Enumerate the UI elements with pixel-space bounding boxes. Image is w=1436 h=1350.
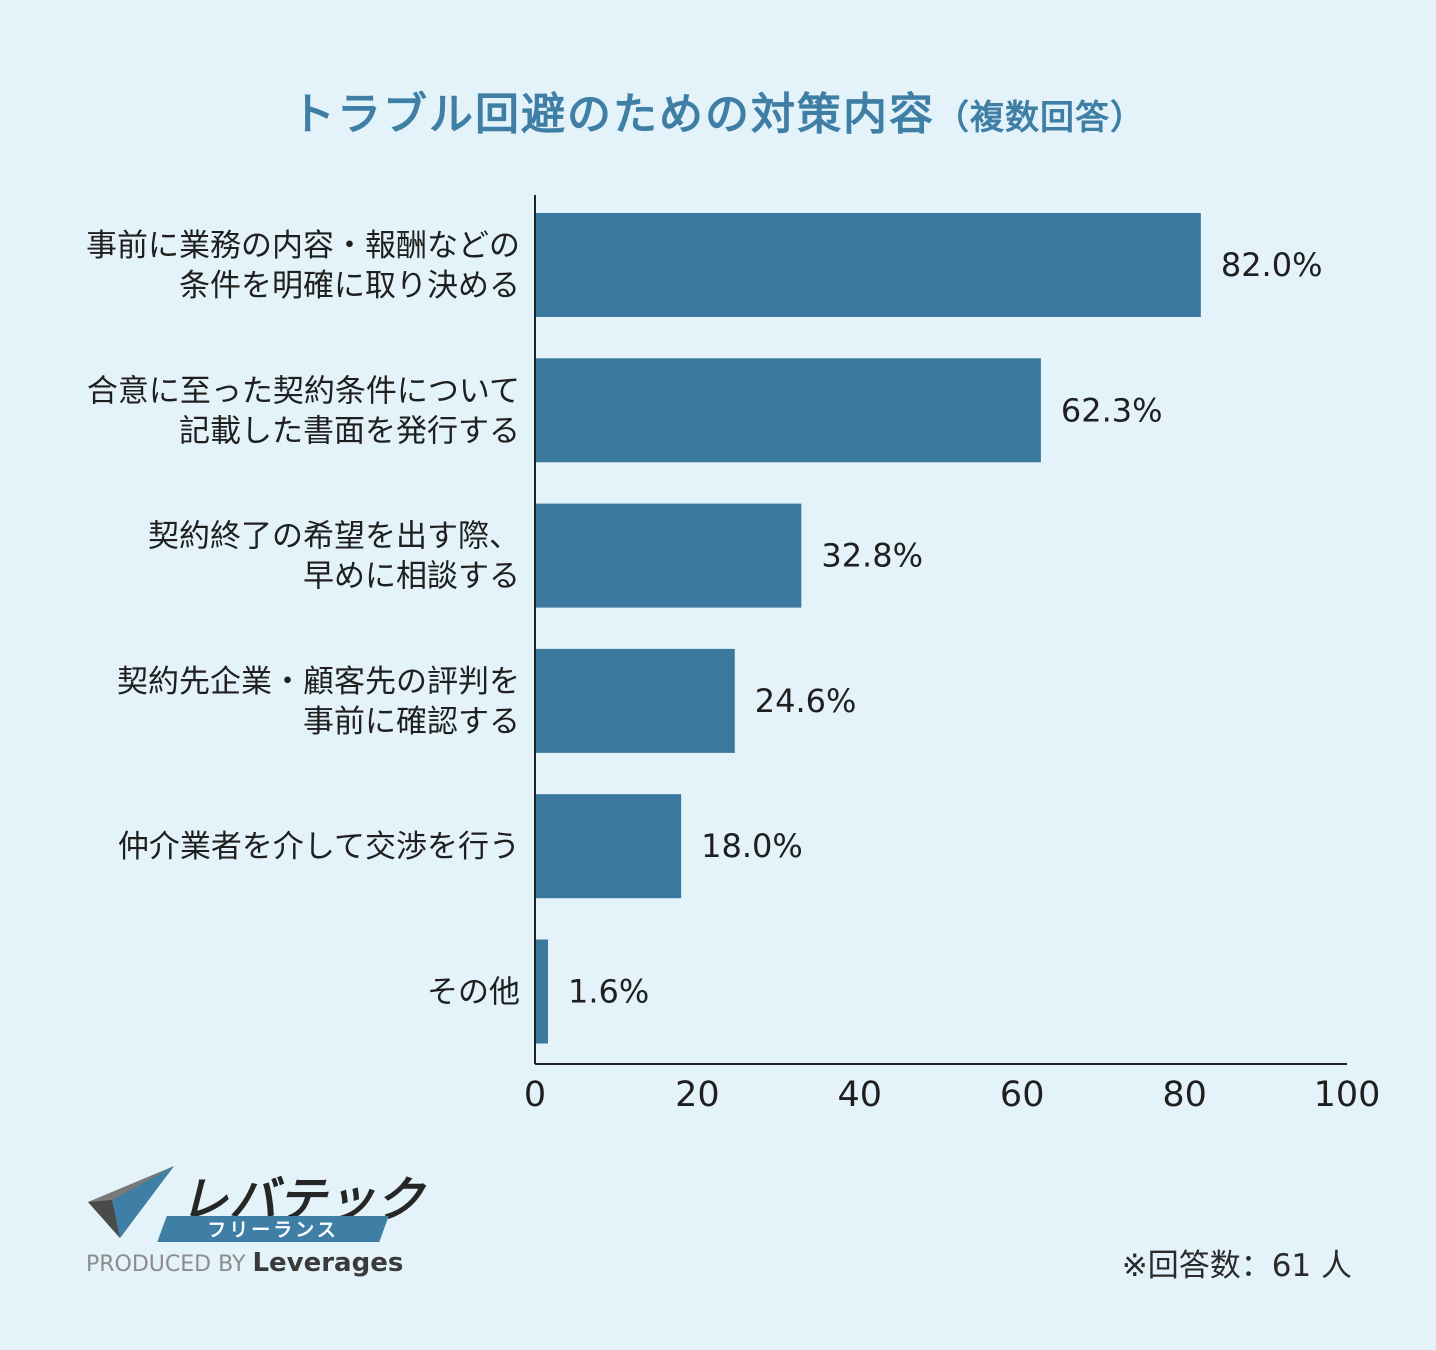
category-label-5-0: その他 xyxy=(427,975,520,1011)
value-label-5: 1.6% xyxy=(568,973,649,1011)
x-tick-label-3: 60 xyxy=(1000,1075,1045,1115)
logo-mark-icon xyxy=(88,1166,174,1238)
chart-title-main: トラブル回避のための対策内容 xyxy=(291,89,935,140)
x-tick-label-0: 0 xyxy=(524,1075,546,1115)
value-label-0: 82.0% xyxy=(1221,246,1323,284)
x-tick-label-2: 40 xyxy=(838,1075,883,1115)
value-label-2: 32.8% xyxy=(821,537,923,575)
x-tick-label-5: 100 xyxy=(1314,1075,1381,1115)
x-tick-label-1: 20 xyxy=(675,1075,720,1115)
chart-subtitle: （複数回答） xyxy=(935,98,1145,138)
category-label-2-0: 契約終了の希望を出す際、 xyxy=(148,519,520,555)
category-label-3-1: 事前に確認する xyxy=(303,704,520,740)
levtech-logo: レバテック フリーランス PRODUCED BY Leverages xyxy=(84,1160,424,1290)
value-label-3: 24.6% xyxy=(755,682,857,720)
bar-3 xyxy=(535,648,735,753)
chart-title: トラブル回避のための対策内容（複数回答） xyxy=(0,78,1436,142)
bar-5 xyxy=(535,939,548,1044)
logo-sub: フリーランス xyxy=(207,1219,339,1241)
value-label-1: 62.3% xyxy=(1061,391,1163,429)
bar-1 xyxy=(535,358,1041,463)
category-label-2-1: 早めに相談する xyxy=(303,559,520,595)
category-label-1-0: 合意に至った契約条件について xyxy=(87,373,520,409)
produced-by-text: PRODUCED BY xyxy=(86,1252,246,1277)
category-label-4-0: 仲介業者を介して交渉を行う xyxy=(118,829,520,865)
category-label-1-1: 記載した書面を発行する xyxy=(179,413,520,449)
bar-0 xyxy=(535,213,1201,317)
category-label-0-0: 事前に業務の内容・報酬などの xyxy=(86,228,520,264)
value-label-4: 18.0% xyxy=(701,827,803,865)
response-count-note: ※回答数：61 人 xyxy=(1121,1248,1352,1284)
category-label-3-0: 契約先企業・顧客先の評判を xyxy=(117,664,520,700)
category-label-0-1: 条件を明確に取り決める xyxy=(179,268,520,304)
company-name: Leverages xyxy=(252,1248,404,1278)
logo-produced-by: PRODUCED BY Leverages xyxy=(86,1248,403,1278)
x-tick-label-4: 80 xyxy=(1162,1075,1207,1115)
bar-4 xyxy=(535,794,682,899)
bar-2 xyxy=(535,503,802,608)
